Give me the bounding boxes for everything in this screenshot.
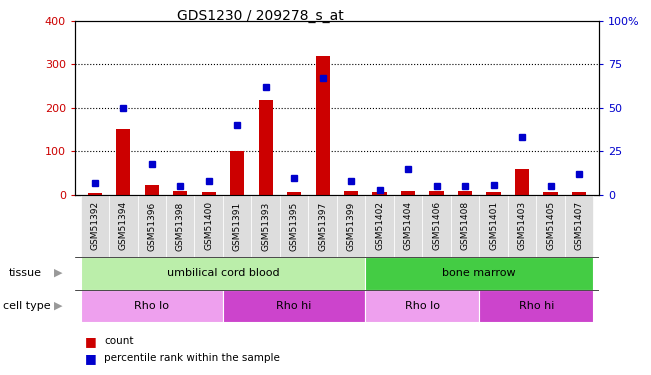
Text: GSM51398: GSM51398: [176, 201, 185, 250]
Bar: [223, 290, 365, 322]
Bar: [430, 190, 444, 195]
Text: GSM51393: GSM51393: [261, 201, 270, 250]
Bar: [251, 195, 280, 257]
Bar: [109, 195, 137, 257]
Bar: [230, 152, 244, 195]
Bar: [173, 190, 187, 195]
Bar: [365, 195, 394, 257]
Text: GSM51395: GSM51395: [290, 201, 299, 250]
Bar: [486, 192, 501, 195]
Text: GSM51402: GSM51402: [375, 201, 384, 250]
Bar: [536, 195, 565, 257]
Text: ▶: ▶: [54, 268, 62, 278]
Bar: [258, 100, 273, 195]
Bar: [287, 192, 301, 195]
Text: GSM51404: GSM51404: [404, 201, 413, 250]
Bar: [81, 290, 223, 322]
Bar: [145, 185, 159, 195]
Bar: [223, 195, 251, 257]
Bar: [88, 193, 102, 195]
Bar: [202, 192, 216, 195]
Bar: [316, 56, 330, 195]
Text: tissue: tissue: [8, 268, 42, 278]
Text: percentile rank within the sample: percentile rank within the sample: [104, 353, 280, 363]
Bar: [116, 129, 130, 195]
Text: GSM51407: GSM51407: [574, 201, 583, 250]
Bar: [451, 195, 479, 257]
Bar: [458, 190, 472, 195]
Text: GSM51400: GSM51400: [204, 201, 214, 250]
Bar: [365, 257, 593, 290]
Text: ■: ■: [85, 335, 96, 348]
Text: GDS1230 / 209278_s_at: GDS1230 / 209278_s_at: [177, 9, 344, 23]
Text: GSM51396: GSM51396: [147, 201, 156, 250]
Text: Rho lo: Rho lo: [134, 301, 169, 310]
Text: GSM51405: GSM51405: [546, 201, 555, 250]
Bar: [372, 192, 387, 195]
Bar: [515, 169, 529, 195]
Text: count: count: [104, 336, 133, 346]
Bar: [572, 192, 586, 195]
Text: bone marrow: bone marrow: [443, 268, 516, 278]
Text: GSM51399: GSM51399: [346, 201, 355, 250]
Text: GSM51408: GSM51408: [460, 201, 469, 250]
Bar: [195, 195, 223, 257]
Bar: [166, 195, 195, 257]
Bar: [344, 190, 358, 195]
Bar: [81, 257, 365, 290]
Text: ■: ■: [85, 352, 96, 364]
Bar: [565, 195, 593, 257]
Text: GSM51403: GSM51403: [518, 201, 527, 250]
Text: GSM51394: GSM51394: [118, 201, 128, 250]
Text: GSM51401: GSM51401: [489, 201, 498, 250]
Bar: [137, 195, 166, 257]
Text: umbilical cord blood: umbilical cord blood: [167, 268, 279, 278]
Bar: [280, 195, 309, 257]
Text: GSM51397: GSM51397: [318, 201, 327, 250]
Bar: [479, 195, 508, 257]
Bar: [365, 290, 479, 322]
Text: Rho hi: Rho hi: [277, 301, 312, 310]
Bar: [544, 192, 558, 195]
Text: cell type: cell type: [3, 301, 50, 310]
Bar: [401, 190, 415, 195]
Bar: [394, 195, 422, 257]
Bar: [508, 195, 536, 257]
Text: GSM51392: GSM51392: [90, 201, 100, 250]
Bar: [309, 195, 337, 257]
Text: Rho hi: Rho hi: [519, 301, 554, 310]
Bar: [422, 195, 451, 257]
Text: GSM51391: GSM51391: [232, 201, 242, 250]
Bar: [81, 195, 109, 257]
Text: GSM51406: GSM51406: [432, 201, 441, 250]
Text: ▶: ▶: [54, 301, 62, 310]
Bar: [479, 290, 593, 322]
Bar: [337, 195, 365, 257]
Text: Rho lo: Rho lo: [405, 301, 440, 310]
